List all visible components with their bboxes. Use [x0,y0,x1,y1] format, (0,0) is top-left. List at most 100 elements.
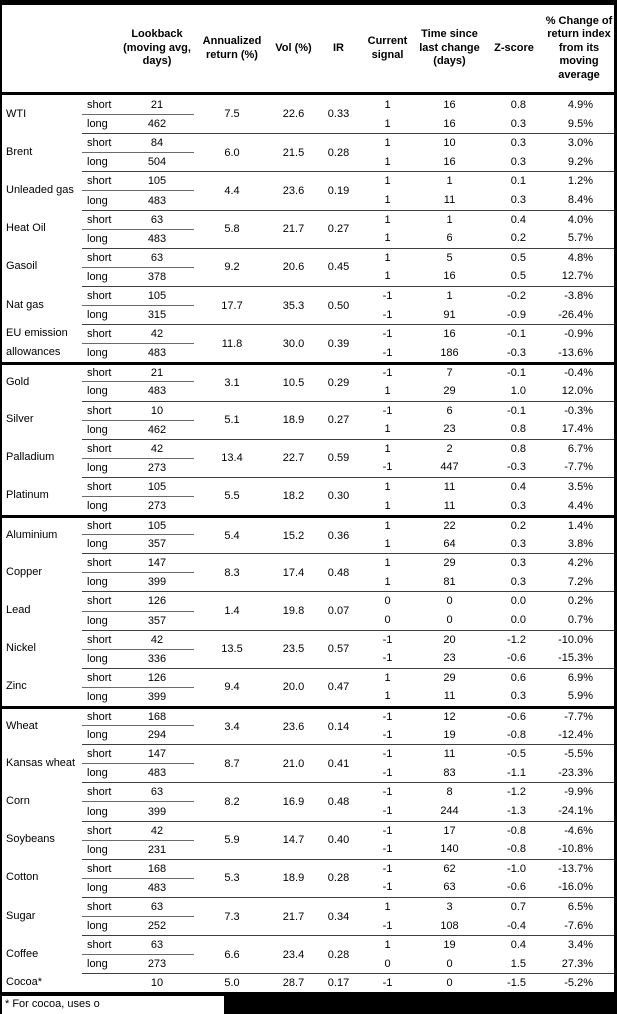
pct-change-value: 5.9% [567,690,593,703]
lookback-value: 273 [120,457,194,477]
leg-label: short [82,935,120,954]
ir-value: 0.34 [317,896,360,935]
leg-label: long [82,839,120,859]
redaction-bar [224,996,614,1014]
pct-change-value: 5.7% [567,232,593,245]
z-score-value: 0.3 [510,537,526,550]
leg-label: short [82,438,120,458]
pct-change-value: -16.0% [558,881,593,894]
z-score-value: 0.3 [510,194,526,207]
signal-value: -1 [360,285,415,305]
lookback-value: 10 [120,973,194,992]
ir-value: 0.48 [317,553,360,591]
time-since-value: 91 [443,308,456,321]
z-score-value: 0.2 [484,515,544,534]
pct-change-value: -3.8% [544,285,614,305]
ir-value: 0.27 [317,400,360,439]
column-header: % Change of return index from its moving… [545,14,613,81]
row-group-wheat: Wheat 3.4 23.6 0.14 short 168 -1 12 -0.6 -7.7% lon… [2,706,614,744]
commodity-name: EU emission allowances [6,327,68,359]
time-since-value: 16 [443,117,456,130]
pct-change-value: -13.6% [558,346,593,359]
annualized-return-value: 5.5 [194,476,270,515]
ir-value: 0.29 [317,362,360,400]
vol-value: 21.5 [270,133,317,171]
time-since-value: 0 [446,957,453,970]
vol-value: 23.6 [270,706,317,744]
pct-change-value: 1.4% [544,515,614,534]
pct-change-value: 4.9% [567,98,593,111]
row-group-gold: Gold 3.1 10.5 0.29 short 21 -1 7 -0.1 -0.4% long 48… [2,362,614,400]
signal-value: 1 [360,438,415,458]
time-since-value: 23 [443,423,456,436]
table-body: WTI 7.5 22.6 0.33 short 21 1 16 0.8 4.9% long 462 1 1… [2,95,614,992]
vol-value: 35.3 [270,285,317,324]
pct-change-value: -0.9% [544,324,614,343]
ir-value: 0.40 [317,820,360,859]
time-since-value: 29 [443,384,456,397]
ir-value: 0.41 [317,744,360,782]
commodity-name: Silver [6,413,34,426]
time-since-value: 11 [443,194,456,207]
z-score-value: -0.2 [484,285,544,305]
leg-label: short [82,247,120,267]
time-since-value: 22 [415,515,484,534]
pct-change-value: -9.9% [544,782,614,801]
z-score-value: 0.3 [484,553,544,572]
z-score-value: 0.5 [510,270,526,283]
leg-label: long [82,266,120,286]
ir-value: 0.14 [317,706,360,744]
leg-label [82,973,120,992]
signal-value: -1 [360,706,415,725]
lookback-value: 273 [120,954,194,973]
z-score-value: 0.0 [510,614,526,627]
signal-value: -1 [360,362,415,381]
time-since-value: 11 [415,744,484,763]
leg-label: short [82,667,120,687]
z-score-value: -1.3 [507,805,526,818]
vol-value: 23.4 [270,935,317,973]
row-group-silver: Silver 5.1 18.9 0.27 short 10 -1 6 -0.1 -0.3% long… [2,400,614,439]
commodity-name: Lead [6,604,31,617]
leg-label: long [82,801,120,820]
column-header: IR [333,41,344,54]
z-score-value: -0.8 [507,843,526,856]
time-since-value: 11 [443,499,456,512]
annualized-return-value: 5.1 [194,400,270,439]
pct-change-value: -10.8% [558,843,593,856]
leg-label: short [82,362,120,381]
signal-value: -1 [382,766,393,779]
pct-change-value: 3.0% [544,133,614,152]
commodity-name: Sugar [6,909,36,922]
time-since-value: 0 [415,591,484,610]
row-group-coffee: Coffee 6.6 23.4 0.28 short 63 1 19 0.4 3.4% long 27… [2,935,614,973]
signal-value: 1 [360,209,415,229]
annualized-return-value: 6.6 [194,935,270,973]
leg-label: long [82,381,120,400]
pct-change-value: 0.7% [567,614,593,627]
vol-value: 14.7 [270,820,317,859]
annualized-return-value: 1.4 [194,591,270,629]
pct-change-value: 3.4% [544,935,614,954]
z-score-value: 0.3 [484,133,544,152]
pct-change-value: -13.7% [544,858,614,878]
pct-change-value: 3.5% [544,476,614,496]
z-score-value: 1.5 [510,957,526,970]
lookback-value: 315 [120,305,194,324]
annualized-return-value: 8.3 [194,553,270,591]
row-group-palladium: Palladium 13.4 22.7 0.59 short 42 1 2 0.8 6.7% lon… [2,438,614,477]
row-group-soybeans: Soybeans 5.9 14.7 0.40 short 42 -1 17 -0.8 -4.6% l… [2,820,614,859]
z-score-value: -1.1 [507,766,526,779]
signal-value: 0 [360,591,415,610]
lookback-value: 63 [120,782,194,801]
leg-label: long [82,152,120,171]
leg-label: long [82,572,120,591]
pct-change-value: 8.4% [567,194,593,207]
pct-change-value: -7.6% [564,919,593,932]
pct-change-value: 6.7% [544,438,614,458]
annualized-return-value: 5.0 [194,973,270,992]
row-group-corn: Corn 8.2 16.9 0.48 short 63 -1 8 -1.2 -9.9% long 39… [2,782,614,820]
lookback-value: 483 [120,228,194,248]
time-since-value: 16 [443,98,456,111]
annualized-return-value: 13.4 [194,438,270,477]
